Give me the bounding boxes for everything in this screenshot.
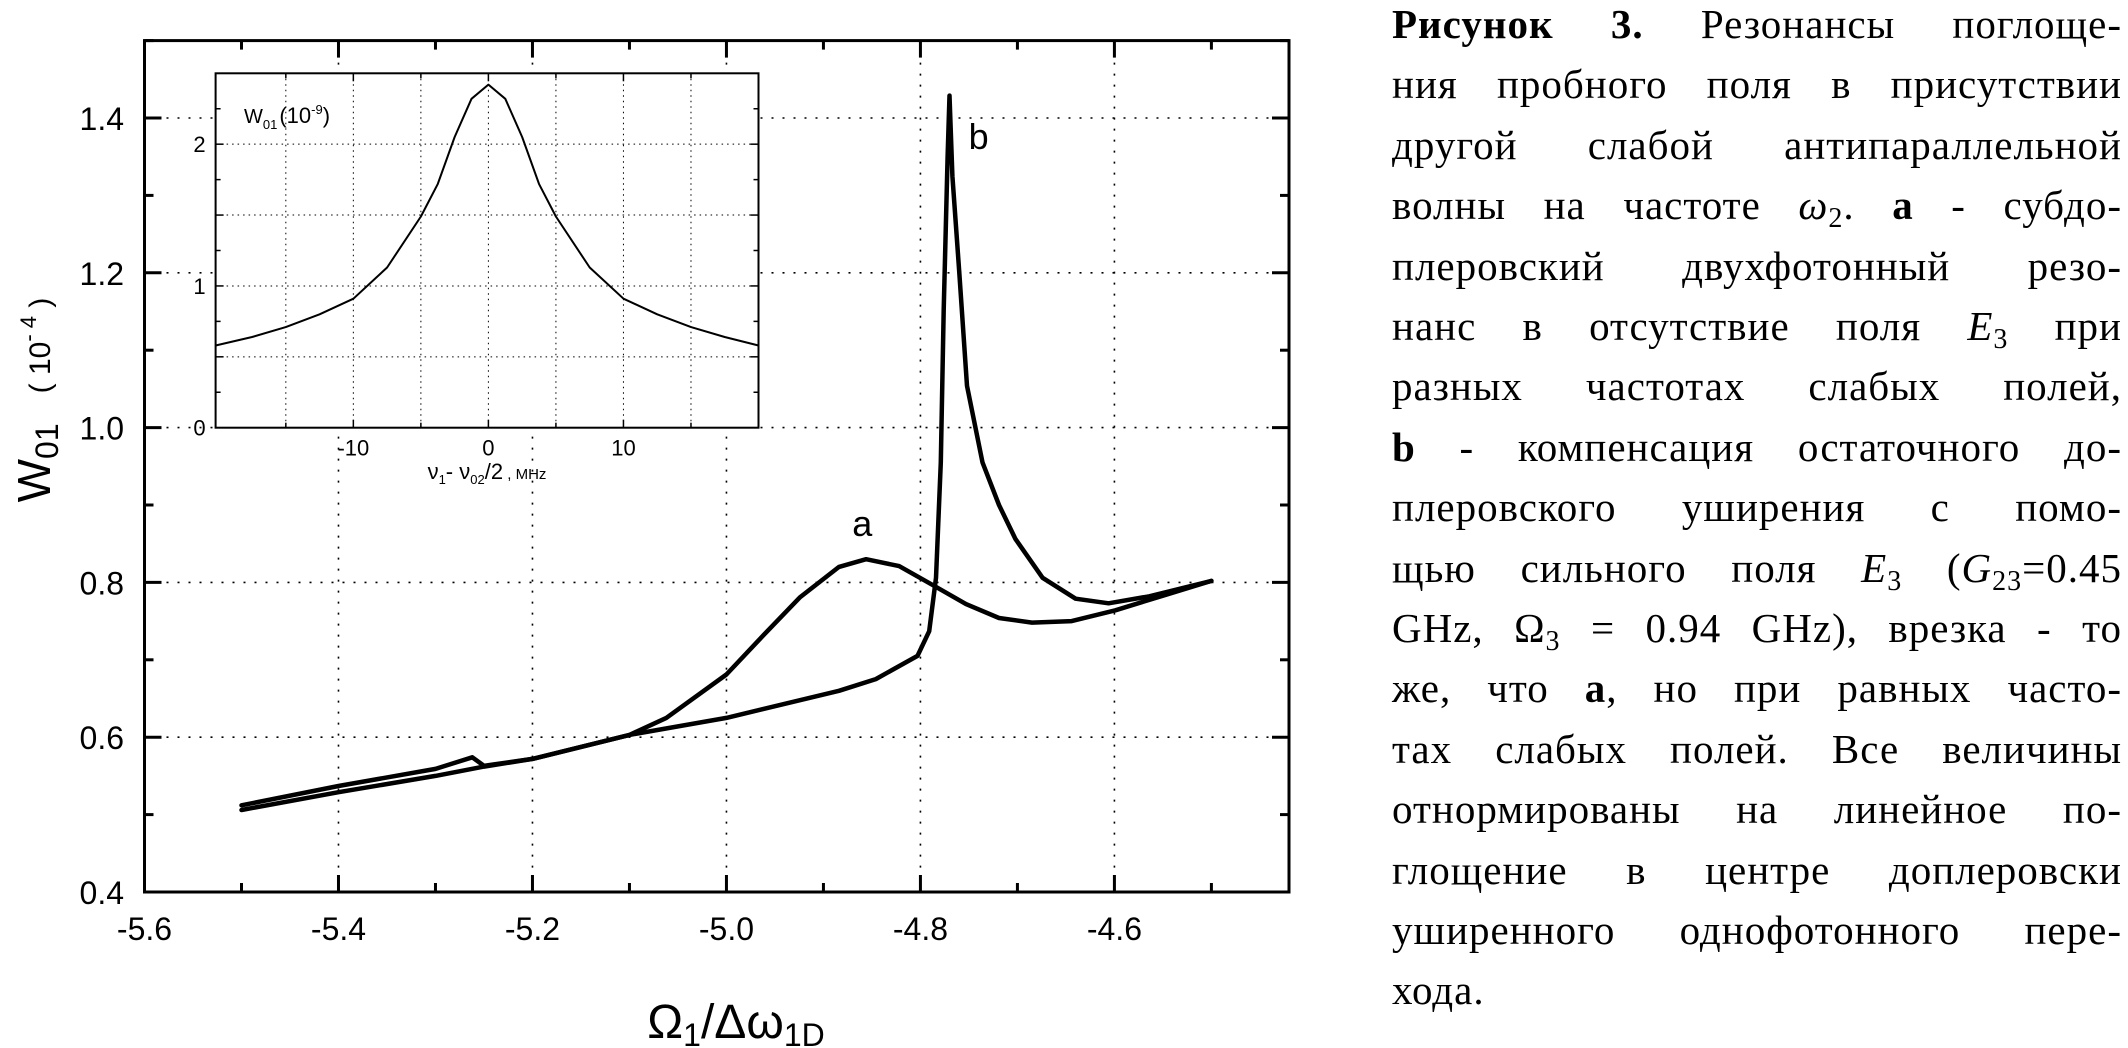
inset-chart: -10 0 10 0 1 2 W01(10-9) ν1- ν02/2 , MHz — [193, 72, 760, 487]
x-tick-label: -5.6 — [117, 911, 172, 947]
caption-line: плеровского уширения с помо- — [1392, 483, 2122, 543]
inset-lorentzian-curve — [215, 83, 759, 347]
caption-text: отнормированы на линейное по- — [1392, 786, 2122, 833]
caption-math-symbol: E — [1967, 303, 1994, 349]
x-tick-label: -5.0 — [699, 911, 754, 947]
inset-y-tick-label: 2 — [193, 132, 205, 157]
curve-b — [239, 93, 1214, 813]
caption-subscript: 2 — [1828, 203, 1844, 235]
caption-text: тах слабых полей. Все величины — [1392, 725, 2122, 772]
caption-bold-text: b — [1392, 423, 1416, 470]
caption-line: GHz, Ω3 = 0.94 GHz), врезка - то — [1392, 604, 2122, 664]
caption-line: же, что a, но при равных часто- — [1392, 664, 2122, 724]
inset-y-tick-label: 1 — [193, 274, 205, 299]
caption-text: - компенсация остаточного до- — [1415, 423, 2122, 470]
curve-labels: ab — [852, 116, 988, 544]
caption-text: GHz, Ω — [1392, 605, 1546, 651]
y-tick-label: 0.8 — [80, 565, 124, 601]
inset-background — [215, 73, 759, 428]
caption-line: тах слабых полей. Все величины — [1392, 725, 2122, 785]
main-ticks — [143, 39, 1289, 894]
caption-text: хода. — [1392, 967, 1485, 1014]
caption-text: ния пробного поля в присутствии — [1392, 61, 2122, 108]
caption-line: другой слабой антипараллельной — [1392, 121, 2122, 181]
caption-line: щью сильного поля E3 (G23=0.45 — [1392, 544, 2122, 604]
caption-text: плеровского уширения с помо- — [1392, 484, 2122, 531]
caption-line: b - компенсация остаточного до- — [1392, 423, 2122, 483]
x-tick-label: -4.6 — [1087, 911, 1142, 947]
caption-line: плеровский двухфотонный резо- — [1392, 242, 2122, 302]
y-tick-label: 0.4 — [80, 875, 124, 911]
caption-line: глощение в центре доплеровски — [1392, 846, 2122, 906]
curve-label-b: b — [969, 116, 989, 157]
caption-text: при — [2008, 303, 2122, 349]
caption-text: - субдо- — [1913, 182, 2123, 229]
caption-math-symbol: G — [1961, 544, 1993, 591]
caption-bold-text: Рисунок 3. — [1392, 1, 1644, 47]
caption-subscript: 3 — [1545, 626, 1561, 657]
caption-text: . — [1843, 182, 1893, 229]
inset-frame — [214, 72, 760, 429]
caption-line: ния пробного поля в присутствии — [1392, 60, 2122, 120]
inset-x-tick-label: -10 — [337, 436, 369, 461]
curve-a — [239, 556, 1214, 808]
inset-ticks — [215, 73, 759, 428]
caption-text: нанс в отсутствие поля — [1392, 303, 1968, 349]
y-tick-label: 0.6 — [80, 720, 124, 756]
inset-title: W01(10-9) — [244, 102, 330, 132]
caption-text: , но при равных часто- — [1606, 665, 2122, 712]
caption-line: уширенного однофотонного пере- — [1392, 906, 2122, 966]
x-axis-title: Ω1/Δω1D — [647, 996, 824, 1048]
caption-bold-text: a — [1892, 182, 1914, 229]
caption-line: хода. — [1392, 966, 2122, 1026]
caption-subscript: 3 — [1993, 324, 2009, 355]
caption-text: ( — [1902, 544, 1962, 591]
caption-text: же, что — [1392, 665, 1585, 712]
x-tick-label: -4.8 — [893, 911, 948, 947]
caption-text: разных частотах слабых полей, — [1392, 363, 2122, 410]
inset-x-tick-label: 10 — [611, 436, 635, 461]
caption-text: другой слабой антипараллельной — [1392, 121, 2122, 168]
caption-line: отнормированы на линейное по- — [1392, 785, 2122, 845]
caption-text: щью сильного поля — [1392, 544, 1862, 591]
inset-grid — [215, 73, 759, 428]
inset-tick-labels: -10 0 10 0 1 2 — [193, 132, 635, 461]
main-plot-frame — [143, 39, 1291, 894]
caption-text: Резонансы поглоще- — [1643, 1, 2122, 47]
caption-text: плеровский двухфотонный резо- — [1392, 242, 2122, 289]
caption-math-symbol: ω — [1798, 182, 1829, 229]
caption-line: разных частотах слабых полей, — [1392, 362, 2122, 422]
y-tick-label: 1.0 — [80, 411, 124, 447]
caption-text: = 0.94 GHz), врезка - то — [1560, 605, 2122, 651]
caption-bold-text: a — [1584, 665, 1607, 712]
caption-line: волны на частоте ω2. a - субдо- — [1392, 181, 2122, 241]
figure: -5.6 -5.4 -5.2 -5.0 -4.8 -4.6 0.4 0.6 0.8 1.0 1.2 1… — [8, 39, 1291, 1048]
main-curves — [239, 93, 1214, 813]
caption-line: Рисунок 3. Резонансы поглоще- — [1392, 0, 2122, 60]
caption-math-symbol: E — [1861, 544, 1888, 591]
inset-x-axis-title: ν1- ν02/2 , MHz — [428, 459, 547, 487]
y-tick-label: 1.2 — [80, 256, 124, 292]
caption-text: уширенного однофотонного пере- — [1392, 907, 2122, 953]
caption-line: нанс в отсутствие поля E3 при — [1392, 302, 2122, 362]
caption-subscript: 3 — [1887, 565, 1903, 597]
caption-text: волны на частоте — [1392, 182, 1799, 229]
curve-label-a: a — [852, 503, 873, 544]
x-tick-label: -5.4 — [311, 911, 366, 947]
main-tick-labels: -5.6 -5.4 -5.2 -5.0 -4.8 -4.6 0.4 0.6 0.8 1.0 1.2 1… — [80, 101, 1142, 947]
inset-curve — [215, 83, 759, 347]
inset-y-tick-label: 0 — [193, 416, 205, 441]
x-tick-label: -5.2 — [505, 911, 560, 947]
y-tick-label: 1.4 — [80, 101, 124, 137]
caption-text: =0.45 — [2022, 544, 2123, 591]
caption-subscript: 23 — [1992, 565, 2023, 597]
y-axis-title: W01( 10- 4 ) — [8, 298, 65, 503]
inset-x-tick-label: 0 — [482, 436, 494, 461]
caption-text: глощение в центре доплеровски — [1392, 846, 2122, 893]
